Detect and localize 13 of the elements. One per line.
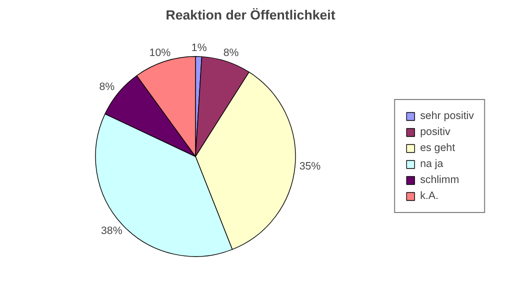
legend-label: k.A.	[420, 190, 440, 202]
legend-label: sehr positiv	[420, 110, 474, 122]
legend-label: schlimm	[420, 174, 460, 186]
data-label: 1%	[191, 42, 208, 54]
data-label: 8%	[99, 81, 116, 94]
data-label: 38%	[101, 224, 123, 237]
data-label: 10%	[149, 47, 172, 60]
legend-label: positiv	[420, 126, 450, 138]
legend-label: es geht	[420, 142, 456, 154]
chart-title: Reaktion der Öffentlichkeit	[166, 8, 336, 22]
data-label: 35%	[299, 160, 322, 173]
legend-label: na ja	[420, 158, 444, 170]
data-label: 8%	[223, 47, 240, 60]
